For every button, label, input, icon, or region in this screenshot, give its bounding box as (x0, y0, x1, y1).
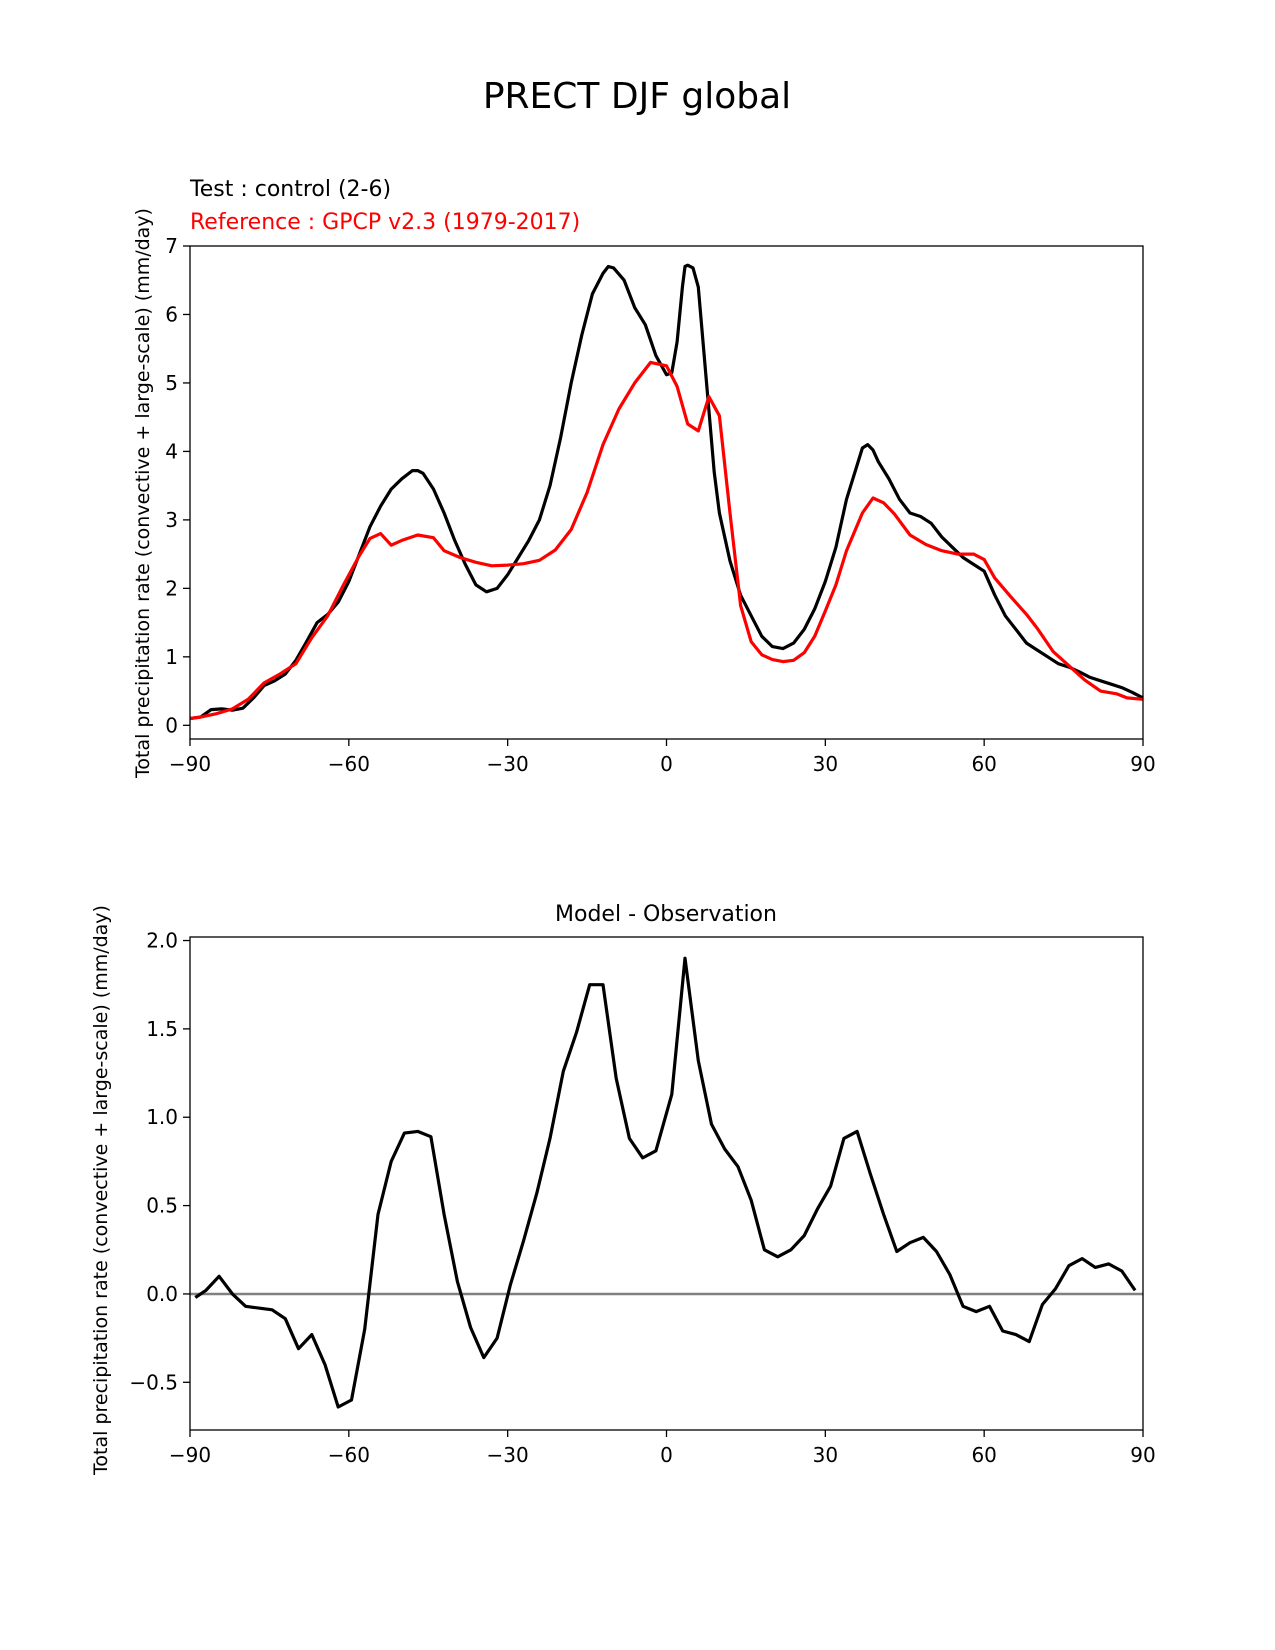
y-tick-label: 1.5 (146, 1017, 178, 1041)
y-tick-label: 2.0 (146, 929, 178, 953)
x-tick-label: 30 (813, 1443, 838, 1467)
x-tick-label: 90 (1130, 1443, 1155, 1467)
precip-line-chart: Test : control (2-6) Reference : GPCP v2… (132, 177, 1156, 779)
x-tick-label: −30 (487, 1443, 529, 1467)
y-axis-label: Total precipitation rate (convective + l… (132, 208, 154, 779)
series-line-0 (189, 263, 1144, 721)
y-tick-label: −0.5 (129, 1370, 178, 1394)
y-tick-label: 2 (165, 576, 178, 600)
x-tick-label: −90 (169, 752, 211, 776)
y-tick-label: 0 (165, 713, 178, 737)
series-line-1 (189, 360, 1144, 721)
x-tick-label: −60 (328, 752, 370, 776)
y-tick-label: 1.0 (146, 1105, 178, 1129)
y-tick-label: 0.0 (146, 1282, 178, 1306)
x-tick-label: 60 (971, 1443, 996, 1467)
y-axis-label: Total precipitation rate (convective + l… (90, 905, 112, 1476)
figure-title: PRECT DJF global (483, 76, 791, 117)
series-line-0 (194, 956, 1137, 1409)
y-tick-label: 7 (165, 234, 178, 258)
y-tick-label: 5 (165, 371, 178, 395)
y-tick-label: 6 (165, 302, 178, 326)
x-tick-label: 30 (813, 752, 838, 776)
x-tick-label: 60 (971, 752, 996, 776)
x-tick-label: 0 (660, 1443, 673, 1467)
x-tick-label: −60 (328, 1443, 370, 1467)
difference-chart-title: Model - Observation (555, 902, 777, 927)
plot-frame (189, 936, 1144, 1431)
test-label: Test : control (2-6) (189, 177, 391, 202)
plot-frame (189, 245, 1144, 740)
y-tick-label: 1 (165, 645, 178, 669)
y-tick-label: 0.5 (146, 1194, 178, 1218)
x-tick-label: 90 (1130, 752, 1155, 776)
y-tick-label: 4 (165, 439, 178, 463)
y-tick-label: 3 (165, 508, 178, 532)
reference-label: Reference : GPCP v2.3 (1979-2017) (190, 210, 580, 235)
x-tick-label: −90 (169, 1443, 211, 1467)
difference-line-chart: Model - Observation Total precipitation … (90, 902, 1156, 1476)
x-tick-label: 0 (660, 752, 673, 776)
x-tick-label: −30 (487, 752, 529, 776)
